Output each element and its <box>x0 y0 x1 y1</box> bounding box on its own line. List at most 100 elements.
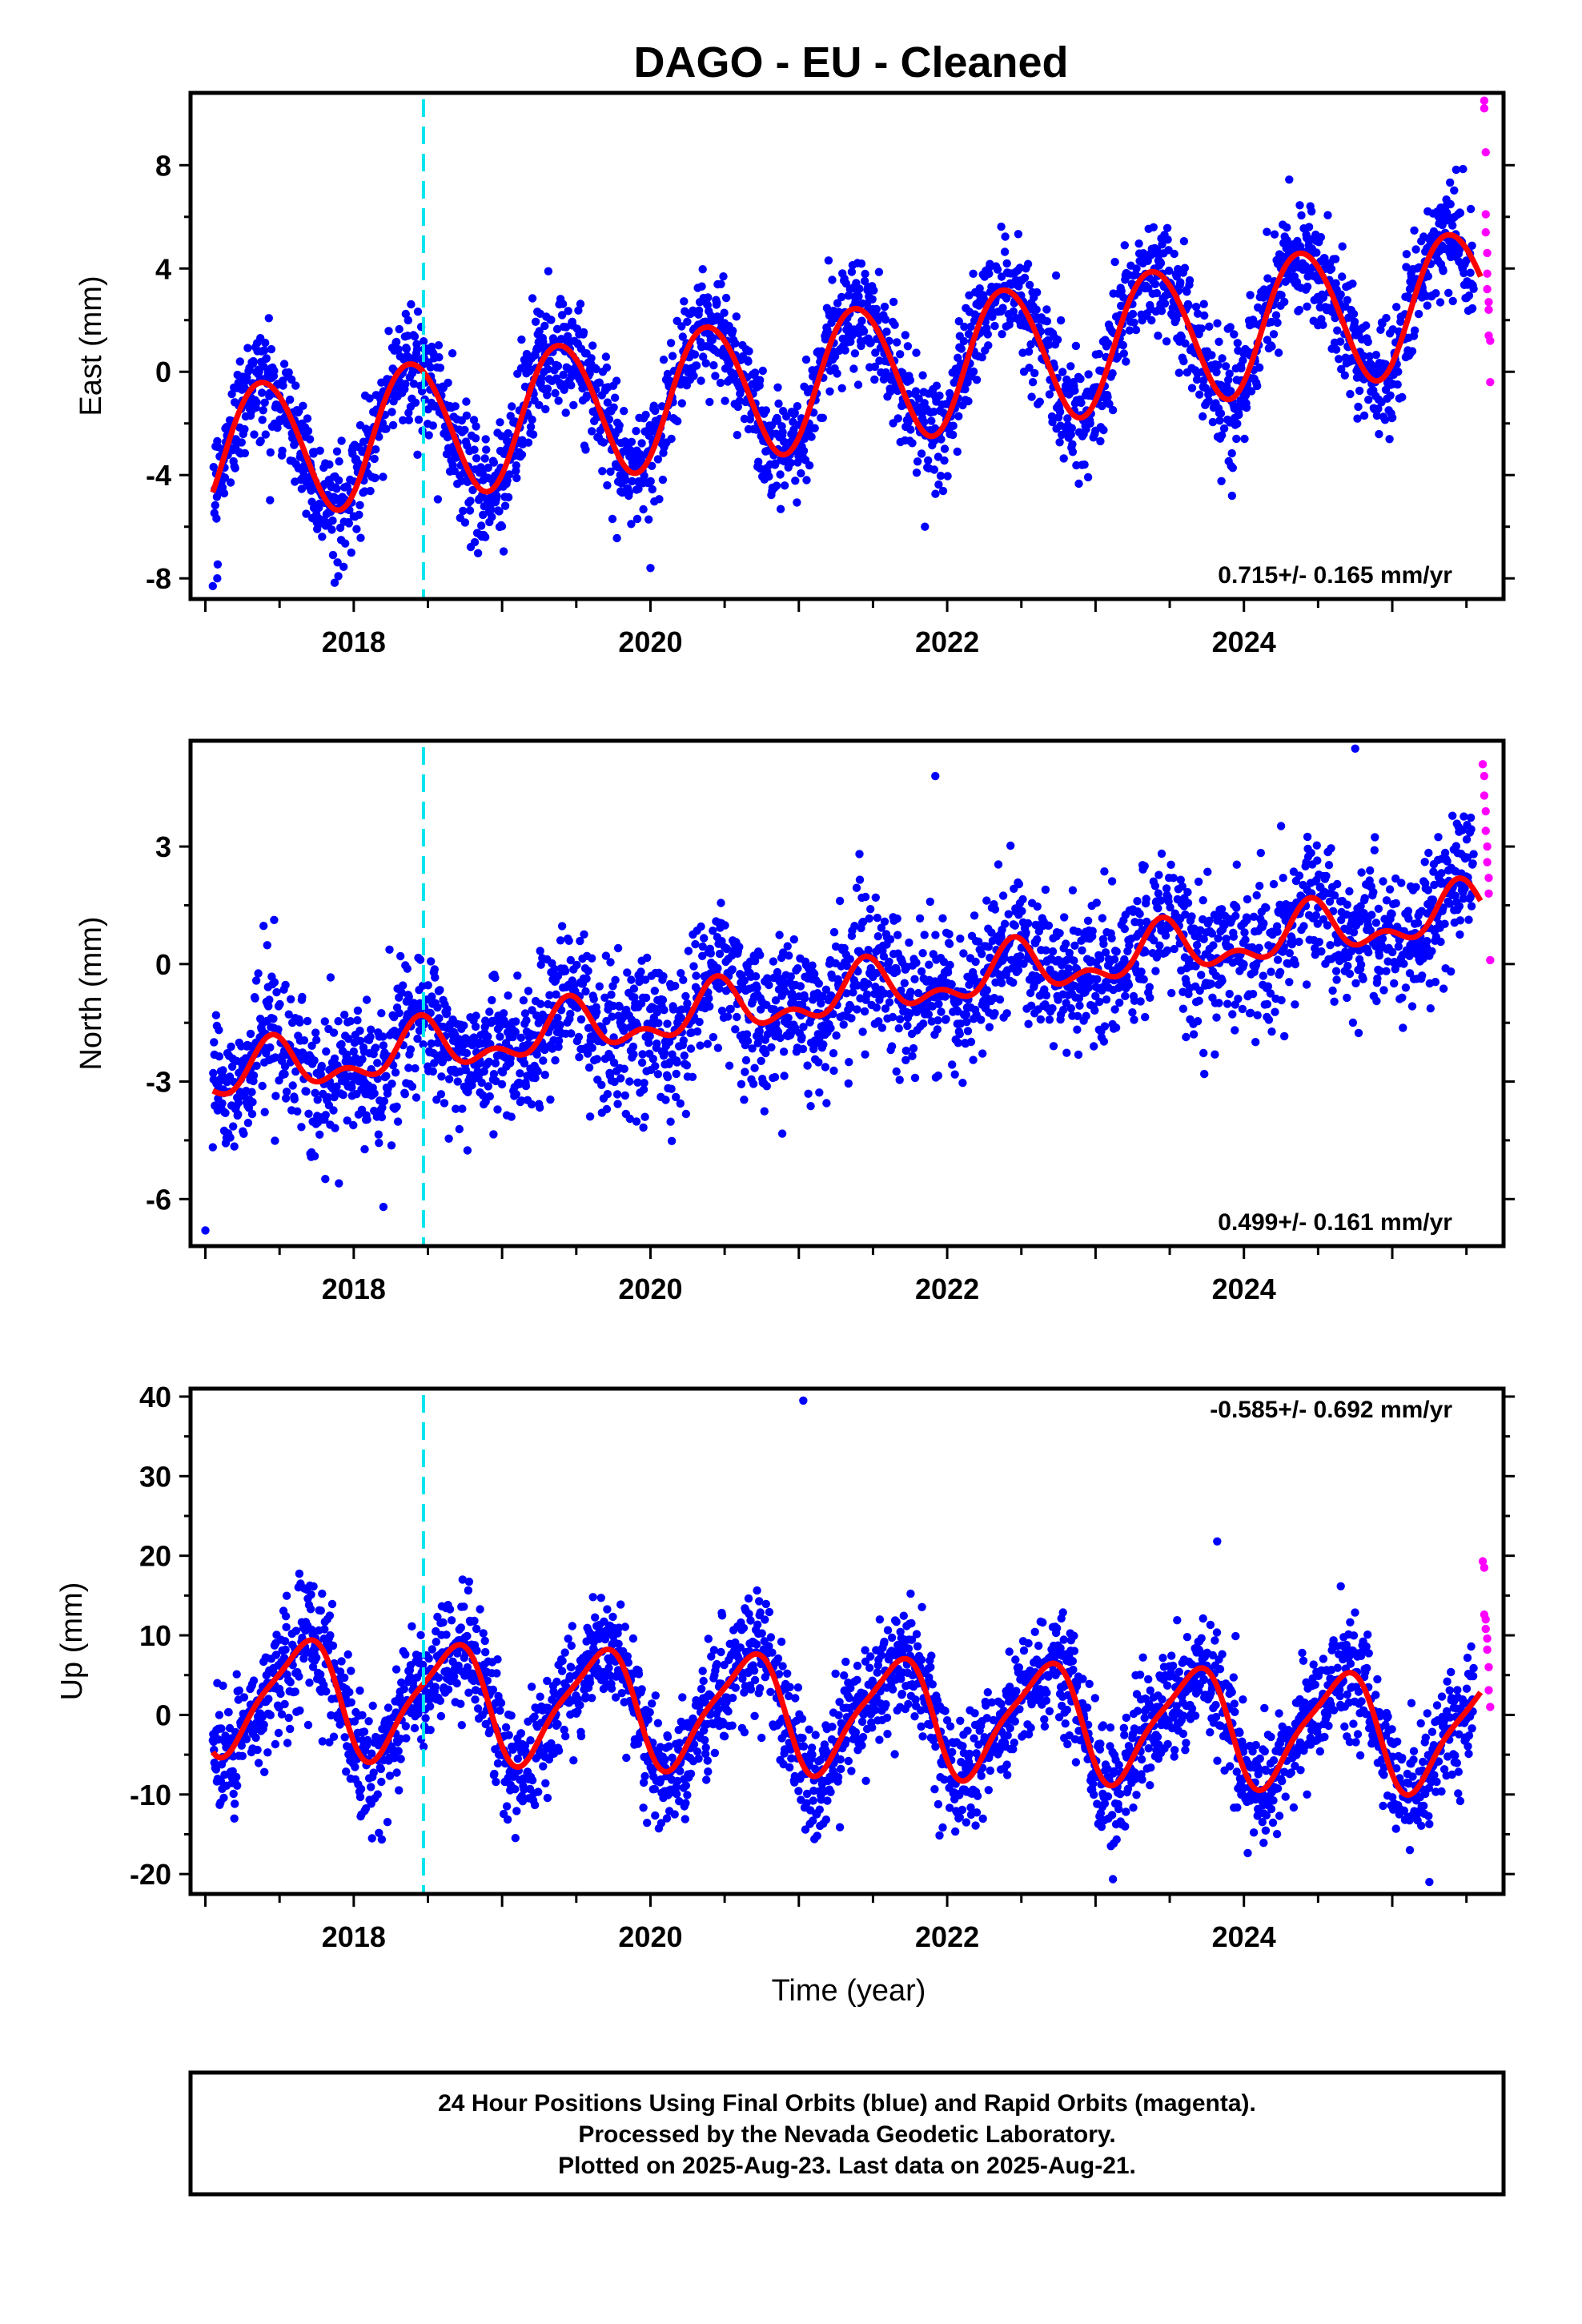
final-orbit-point <box>360 1144 369 1154</box>
final-orbit-point <box>1055 408 1065 416</box>
final-orbit-point <box>333 558 342 567</box>
final-orbit-point <box>627 975 636 984</box>
final-orbit-point <box>970 316 979 325</box>
final-orbit-point <box>1200 1069 1209 1079</box>
final-orbit-point <box>1090 1042 1098 1051</box>
final-orbit-point <box>1312 248 1321 257</box>
final-orbit-point <box>385 945 394 955</box>
final-orbit-point <box>291 1067 300 1076</box>
final-orbit-point <box>1024 347 1034 356</box>
final-orbit-point <box>758 366 767 376</box>
final-orbit-point <box>404 1063 413 1072</box>
final-orbit-point <box>1122 357 1130 366</box>
final-orbit-point <box>237 438 246 447</box>
final-orbit-point <box>210 1038 219 1047</box>
final-orbit-point <box>551 1055 560 1065</box>
final-orbit-point <box>1215 999 1223 1007</box>
final-orbit-point <box>653 455 663 464</box>
final-orbit-point <box>544 267 553 275</box>
final-orbit-point <box>1002 259 1011 268</box>
final-orbit-point <box>829 1049 838 1058</box>
final-orbit-point <box>1035 397 1045 406</box>
final-orbit-point <box>721 921 729 930</box>
final-orbit-point <box>424 981 432 990</box>
final-orbit-point <box>909 1043 918 1053</box>
final-orbit-point <box>849 988 857 997</box>
final-orbit-point <box>765 472 773 481</box>
final-orbit-point <box>1102 995 1111 1004</box>
final-orbit-point <box>551 388 560 398</box>
final-orbit-point <box>947 980 956 989</box>
final-orbit-point <box>1086 419 1094 428</box>
final-orbit-point <box>684 947 693 955</box>
final-orbit-point <box>330 578 339 587</box>
final-orbit-point <box>278 446 287 455</box>
final-orbit-point <box>513 971 522 980</box>
final-orbit-point <box>260 1108 269 1116</box>
final-orbit-point <box>407 300 416 309</box>
final-orbit-point <box>673 416 682 426</box>
final-orbit-point <box>1118 340 1128 350</box>
final-orbit-point <box>588 341 597 350</box>
final-orbit-point <box>810 969 819 979</box>
final-orbit-point <box>262 354 271 363</box>
final-orbit-point <box>1015 263 1025 272</box>
final-orbit-point <box>1076 374 1085 384</box>
final-orbit-point <box>844 1079 853 1088</box>
final-orbit-point <box>906 425 915 434</box>
final-orbit-point <box>1448 221 1457 230</box>
final-orbit-point <box>349 1120 358 1130</box>
final-orbit-point <box>918 371 927 380</box>
final-orbit-point <box>366 486 375 496</box>
final-orbit-point <box>938 914 947 923</box>
final-orbit-point <box>424 431 433 440</box>
final-orbit-point <box>717 1007 727 1015</box>
final-orbit-point <box>699 352 708 361</box>
final-orbit-point <box>566 955 575 965</box>
final-orbit-point <box>799 446 809 456</box>
final-orbit-point <box>375 1139 383 1148</box>
final-orbit-point <box>540 1071 549 1080</box>
final-orbit-point <box>310 1152 319 1160</box>
final-orbit-point <box>1083 472 1093 482</box>
final-orbit-point <box>1333 326 1342 335</box>
final-orbit-point <box>829 927 839 937</box>
final-orbit-point <box>440 1099 449 1108</box>
final-orbit-point <box>332 485 341 493</box>
final-orbit-point <box>572 960 581 970</box>
final-orbit-point <box>270 978 279 987</box>
final-orbit-point <box>633 1078 642 1088</box>
final-orbit-point <box>713 1043 723 1052</box>
final-orbit-point <box>299 1036 309 1045</box>
final-orbit-point <box>480 454 489 463</box>
final-orbit-point <box>990 1009 999 1018</box>
final-orbit-point <box>919 1019 928 1028</box>
final-orbit-point <box>694 306 704 315</box>
final-orbit-point <box>315 1130 324 1140</box>
final-orbit-point <box>287 995 295 1004</box>
final-orbit-point <box>861 1050 869 1059</box>
final-orbit-point <box>667 434 676 444</box>
final-orbit-point <box>536 960 545 969</box>
final-orbit-point <box>1111 1023 1121 1032</box>
final-orbit-point <box>1331 279 1340 287</box>
final-orbit-point <box>462 411 472 420</box>
final-orbit-point <box>408 1082 417 1092</box>
final-orbit-point <box>311 1028 320 1037</box>
final-orbit-point <box>709 1032 718 1042</box>
final-orbit-point <box>901 1055 910 1065</box>
final-orbit-point <box>520 1059 529 1068</box>
final-orbit-point <box>697 376 705 385</box>
final-orbit-point <box>1464 291 1474 300</box>
final-orbit-point <box>401 380 410 388</box>
final-orbit-point <box>460 518 470 527</box>
final-orbit-point <box>760 1107 769 1116</box>
final-orbit-point <box>1455 245 1464 255</box>
final-orbit-point <box>850 922 859 931</box>
final-orbit-point <box>343 1050 351 1059</box>
final-orbit-point <box>582 391 592 400</box>
final-orbit-point <box>761 406 770 415</box>
final-orbit-point <box>780 1072 789 1080</box>
final-orbit-point <box>1209 941 1218 950</box>
final-orbit-point <box>749 1080 758 1088</box>
